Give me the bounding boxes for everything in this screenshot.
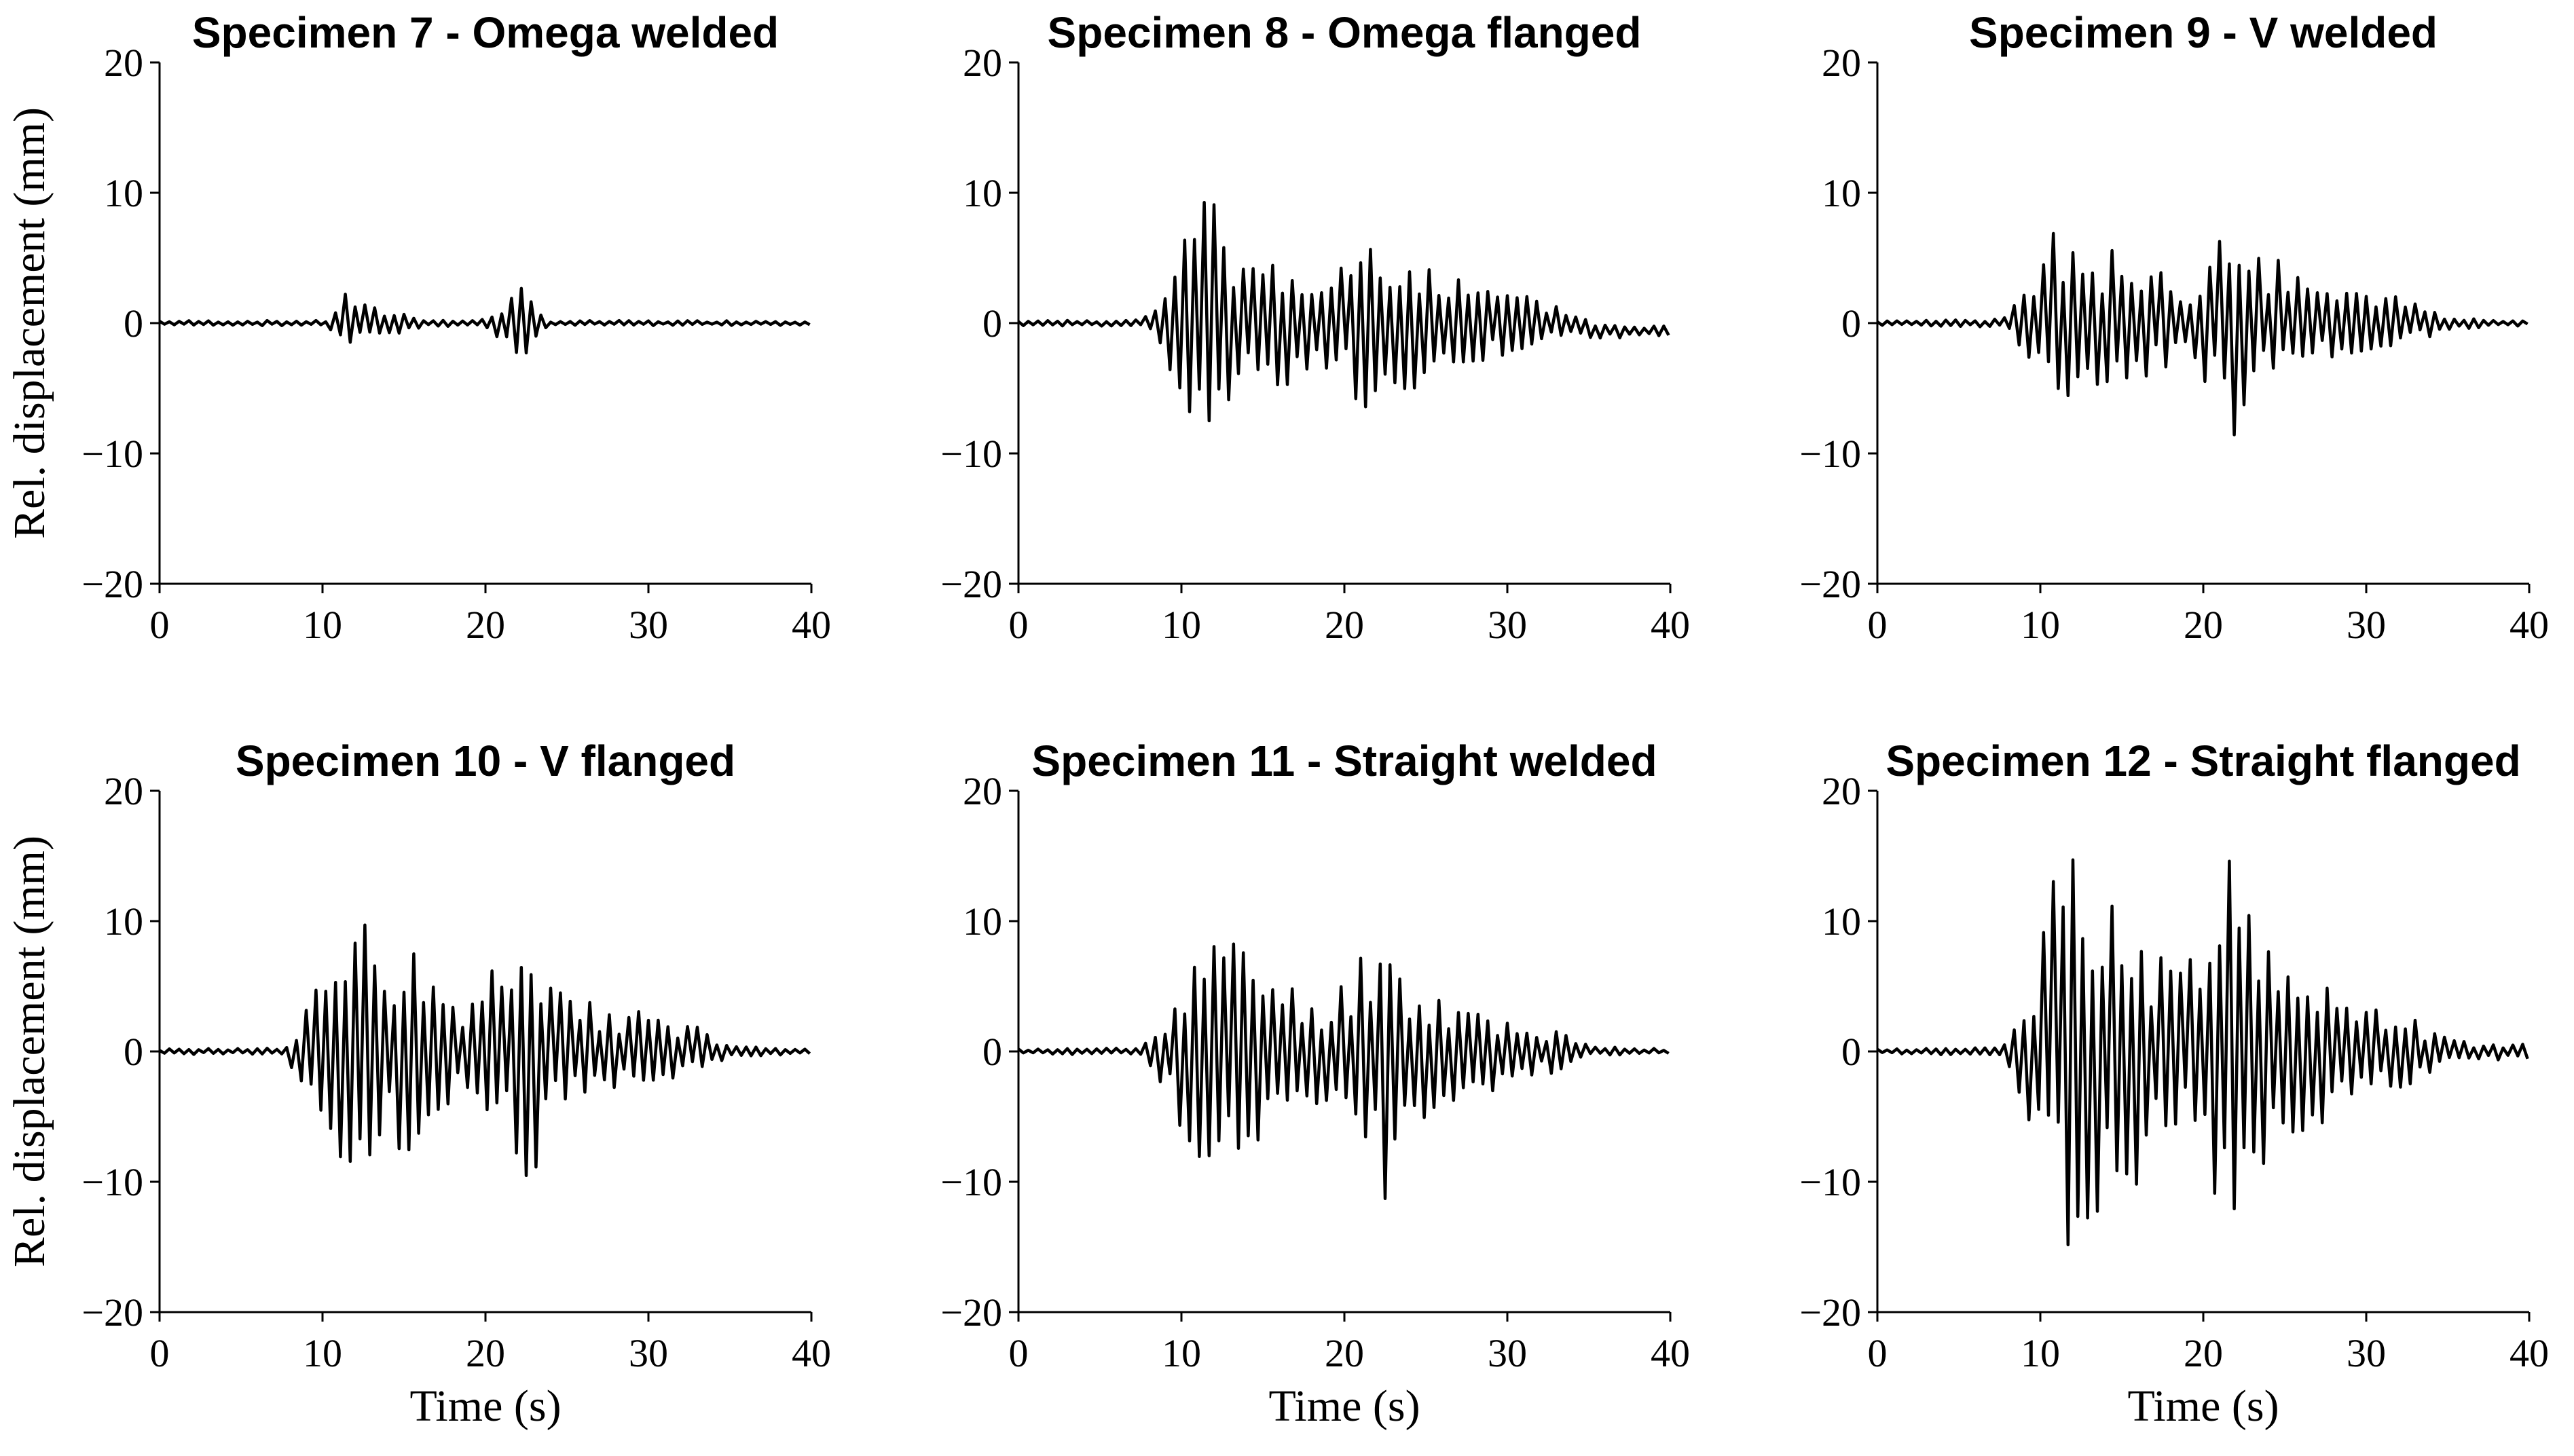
x-tick-label: 0 xyxy=(150,603,170,647)
x-tick-label: 10 xyxy=(303,1331,342,1375)
x-tick-label: 20 xyxy=(2184,603,2223,647)
y-tick-label: 20 xyxy=(963,41,1002,85)
x-tick-label: 40 xyxy=(1651,1331,1690,1375)
x-tick-label: 20 xyxy=(466,1331,505,1375)
y-tick-label: 10 xyxy=(1822,171,1861,215)
x-tick-label: 20 xyxy=(2184,1331,2223,1375)
x-tick-label: 10 xyxy=(2021,1331,2060,1375)
y-tick-label: −10 xyxy=(940,432,1002,476)
chart-title: Specimen 10 - V flanged xyxy=(236,736,735,785)
y-tick-label: 20 xyxy=(963,769,1002,813)
y-tick-label: 10 xyxy=(1822,899,1861,944)
y-axis-label: Rel. displacement (mm) xyxy=(5,836,54,1267)
y-tick-label: 10 xyxy=(963,171,1002,215)
chart-title: Specimen 9 - V welded xyxy=(1969,8,2438,57)
y-tick-label: −10 xyxy=(940,1160,1002,1204)
x-tick-label: 40 xyxy=(2509,603,2549,647)
chart-title: Specimen 8 - Omega flanged xyxy=(1048,8,1642,57)
x-tick-label: 40 xyxy=(792,603,831,647)
x-tick-label: 30 xyxy=(629,603,668,647)
series-line-specimen-9 xyxy=(1876,231,2529,436)
x-tick-label: 10 xyxy=(2021,603,2060,647)
x-tick-label: 0 xyxy=(1009,1331,1029,1375)
y-tick-label: 0 xyxy=(1841,1030,1861,1074)
y-tick-label: −10 xyxy=(81,1160,143,1204)
y-tick-label: 0 xyxy=(982,301,1002,346)
chart-panel-5: Specimen 11 - Straight welded −20 −10 0 10 20… xyxy=(940,736,1690,1431)
y-tick-label: −10 xyxy=(81,432,143,476)
series-line-specimen-11 xyxy=(1017,942,1670,1200)
y-tick-label: 0 xyxy=(124,1030,143,1074)
x-tick-label: 0 xyxy=(150,1331,170,1375)
x-tick-label: 0 xyxy=(1868,1331,1888,1375)
x-tick-label: 40 xyxy=(1651,603,1690,647)
x-tick-label: 20 xyxy=(466,603,505,647)
x-tick-label: 10 xyxy=(1162,603,1201,647)
x-tick-label: 30 xyxy=(2347,1331,2386,1375)
chart-panel-2: Specimen 8 - Omega flanged −20 −10 0 10 20 0 10… xyxy=(940,8,1690,647)
y-axis-label: Rel. displacement (mm) xyxy=(5,107,54,539)
y-tick-label: −20 xyxy=(1799,1290,1861,1334)
x-tick-label: 30 xyxy=(1488,603,1527,647)
chart-title: Specimen 7 - Omega welded xyxy=(192,8,779,57)
y-tick-label: 20 xyxy=(1822,769,1861,813)
y-tick-label: 10 xyxy=(963,899,1002,944)
chart-title: Specimen 12 - Straight flanged xyxy=(1886,736,2520,785)
chart-panel-6: Specimen 12 - Straight flanged −20 −10 0 10 2… xyxy=(1799,736,2549,1431)
x-tick-label: 20 xyxy=(1325,603,1364,647)
x-tick-label: 30 xyxy=(629,1331,668,1375)
panels: Specimen 7 - Omega welded −20 −10 0 10 20 0 10 2… xyxy=(5,8,2549,1431)
y-tick-label: −20 xyxy=(940,562,1002,606)
y-tick-label: 0 xyxy=(982,1030,1002,1074)
y-tick-label: 0 xyxy=(124,301,143,346)
x-tick-label: 20 xyxy=(1325,1331,1364,1375)
y-tick-label: 20 xyxy=(104,769,143,813)
series-line-specimen-12 xyxy=(1876,858,2529,1247)
x-tick-label: 10 xyxy=(1162,1331,1201,1375)
x-tick-label: 40 xyxy=(2509,1331,2549,1375)
x-axis-label: Time (s) xyxy=(2127,1381,2279,1431)
y-tick-label: −10 xyxy=(1799,432,1861,476)
y-tick-label: 0 xyxy=(1841,301,1861,346)
series-line-specimen-10 xyxy=(158,923,811,1178)
y-tick-label: 20 xyxy=(1822,41,1861,85)
x-tick-label: 0 xyxy=(1868,603,1888,647)
x-axis-label: Time (s) xyxy=(409,1381,561,1431)
y-tick-label: 20 xyxy=(104,41,143,85)
x-tick-label: 10 xyxy=(303,603,342,647)
x-axis-label: Time (s) xyxy=(1268,1381,1420,1431)
chart-title: Specimen 11 - Straight welded xyxy=(1031,736,1657,785)
y-tick-label: −20 xyxy=(81,562,143,606)
chart-panel-3: Specimen 9 - V welded −20 −10 0 10 20 0 10 20 30 4… xyxy=(1799,8,2549,647)
y-tick-label: 10 xyxy=(104,899,143,944)
y-tick-label: −10 xyxy=(1799,1160,1861,1204)
series-line-specimen-8 xyxy=(1017,200,1670,423)
x-tick-label: 40 xyxy=(792,1331,831,1375)
y-tick-label: 10 xyxy=(104,171,143,215)
chart-panel-1: Specimen 7 - Omega welded −20 −10 0 10 20 0 10 2… xyxy=(5,8,831,647)
x-tick-label: 30 xyxy=(1488,1331,1527,1375)
x-tick-label: 30 xyxy=(2347,603,2386,647)
y-tick-label: −20 xyxy=(1799,562,1861,606)
x-tick-label: 0 xyxy=(1009,603,1029,647)
y-tick-label: −20 xyxy=(940,1290,1002,1334)
series-line-specimen-7 xyxy=(158,286,811,355)
chart-panel-4: Specimen 10 - V flanged −20 −10 0 10 20 0 10 20 3… xyxy=(5,736,831,1431)
y-tick-label: −20 xyxy=(81,1290,143,1334)
